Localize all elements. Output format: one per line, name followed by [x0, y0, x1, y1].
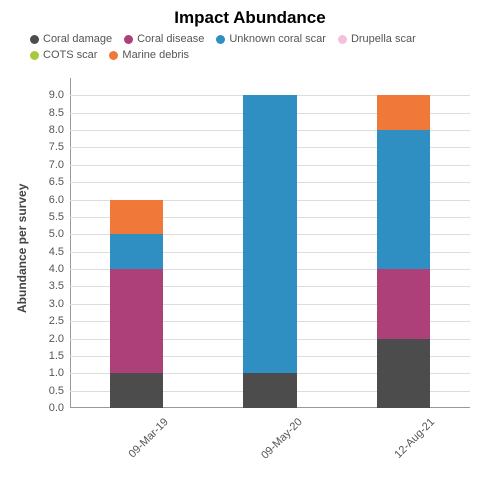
- legend-label: Unknown coral scar: [229, 33, 326, 45]
- y-tick-label: 1.5: [49, 350, 70, 362]
- y-tick-label: 8.0: [49, 124, 70, 136]
- legend-item: Coral disease: [124, 32, 204, 48]
- y-tick-label: 6.5: [49, 176, 70, 188]
- legend-swatch: [338, 35, 347, 44]
- y-tick-label: 3.0: [49, 298, 70, 310]
- bar-segment-coral-damage: [243, 373, 296, 408]
- bar: [243, 95, 296, 408]
- y-tick-label: 9.0: [49, 89, 70, 101]
- legend-swatch: [30, 35, 39, 44]
- chart-container: Impact Abundance Coral damage Coral disea…: [0, 0, 500, 500]
- legend-swatch: [216, 35, 225, 44]
- y-tick-label: 7.0: [49, 159, 70, 171]
- y-tick-label: 4.0: [49, 263, 70, 275]
- x-tick-label: 12-Aug-21: [393, 416, 438, 461]
- y-tick-label: 4.5: [49, 246, 70, 258]
- bar-segment-marine-debris: [110, 200, 163, 235]
- y-tick-label: 3.5: [49, 280, 70, 292]
- y-tick-label: 0.5: [49, 385, 70, 397]
- legend-item: Drupella scar: [338, 32, 416, 48]
- y-tick-label: 2.0: [49, 333, 70, 345]
- legend-label: Coral disease: [137, 33, 204, 45]
- y-tick-label: 5.0: [49, 228, 70, 240]
- y-tick-label: 1.0: [49, 367, 70, 379]
- legend: Coral damage Coral disease Unknown coral s…: [0, 28, 500, 66]
- bar-segment-marine-debris: [377, 95, 430, 130]
- legend-label: Marine debris: [122, 49, 189, 61]
- bar-segment-unknown-coral-scar: [110, 234, 163, 269]
- legend-label: Coral damage: [43, 33, 112, 45]
- bar-segment-unknown-coral-scar: [243, 95, 296, 373]
- bar-segment-coral-disease: [377, 269, 430, 338]
- legend-item: Marine debris: [109, 48, 189, 64]
- bar-segment-coral-damage: [377, 339, 430, 408]
- legend-label: Drupella scar: [351, 33, 416, 45]
- bar-segment-coral-damage: [110, 373, 163, 408]
- x-tick-label: 09-May-20: [259, 416, 305, 462]
- chart-title: Impact Abundance: [0, 0, 500, 28]
- y-tick-label: 0.0: [49, 402, 70, 414]
- y-tick-label: 2.5: [49, 315, 70, 327]
- legend-swatch: [124, 35, 133, 44]
- bar: [110, 200, 163, 408]
- bar: [377, 95, 430, 408]
- y-axis-line: [70, 78, 71, 408]
- legend-item: COTS scar: [30, 48, 97, 64]
- y-tick-label: 6.0: [49, 194, 70, 206]
- y-tick-label: 8.5: [49, 107, 70, 119]
- legend-swatch: [109, 51, 118, 60]
- legend-item: Unknown coral scar: [216, 32, 326, 48]
- legend-label: COTS scar: [43, 49, 97, 61]
- legend-swatch: [30, 51, 39, 60]
- plot-area: 0.00.51.01.52.02.53.03.54.04.55.05.56.06…: [70, 78, 470, 408]
- bar-segment-unknown-coral-scar: [377, 130, 430, 269]
- bar-segment-coral-disease: [110, 269, 163, 373]
- y-axis-label: Abundance per survey: [15, 184, 29, 313]
- legend-item: Coral damage: [30, 32, 112, 48]
- y-tick-label: 5.5: [49, 211, 70, 223]
- x-tick-label: 09-Mar-19: [126, 416, 170, 460]
- y-tick-label: 7.5: [49, 141, 70, 153]
